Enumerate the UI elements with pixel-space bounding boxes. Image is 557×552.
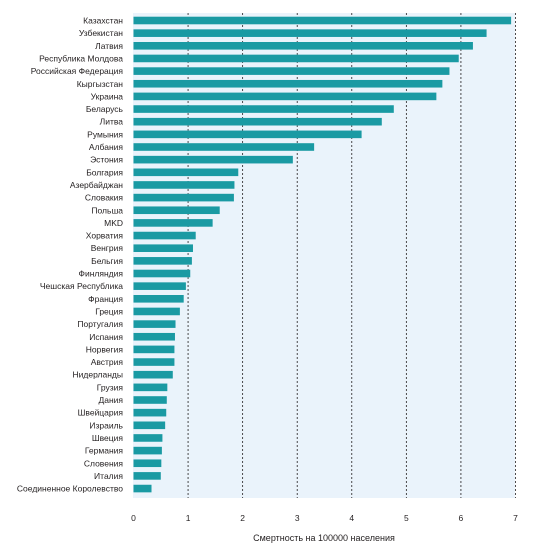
- category-label-29: Грузия: [97, 382, 124, 392]
- bar-23: [133, 307, 180, 316]
- category-labels: Казахстан Узбекистан Латвия Республика Молд…: [17, 16, 124, 494]
- category-label-13: Азербайджан: [70, 180, 123, 190]
- bar-34: [133, 446, 162, 455]
- category-label-14: Словакия: [85, 193, 124, 203]
- bar-12: [133, 168, 239, 177]
- bar-10: [133, 143, 315, 151]
- bar-16: [133, 219, 213, 227]
- bar-9: [133, 130, 362, 139]
- category-label-21: Чешская Республика: [40, 281, 123, 291]
- category-label-17: Хорватия: [86, 231, 124, 241]
- bar-36: [133, 472, 161, 480]
- bar-21: [133, 282, 186, 290]
- bar-6: [133, 92, 437, 101]
- bar-26: [133, 345, 175, 354]
- category-label-20: Финляндия: [79, 269, 124, 279]
- bar-18: [133, 244, 193, 252]
- bar-7: [133, 105, 394, 113]
- x-tick-label-1: 1: [186, 513, 191, 523]
- category-label-7: Беларусь: [86, 104, 124, 114]
- x-axis-title: Смертность на 100000 населения: [253, 533, 395, 543]
- category-label-19: Бельгия: [91, 256, 123, 266]
- bar-31: [133, 408, 167, 417]
- category-label-37: Соединенное Королевство: [17, 484, 123, 494]
- x-tick-label-5: 5: [404, 513, 409, 523]
- bar-35: [133, 459, 162, 468]
- category-label-22: Франция: [88, 294, 123, 304]
- bar-8: [133, 117, 382, 126]
- category-label-3: Республика Молдова: [39, 53, 123, 63]
- x-tick-label-6: 6: [459, 513, 464, 523]
- bar-20: [133, 269, 191, 278]
- bar-28: [133, 370, 173, 379]
- bar-15: [133, 206, 220, 215]
- category-label-5: Кыргызстан: [77, 79, 124, 89]
- bar-33: [133, 434, 163, 442]
- category-label-16: MKD: [104, 218, 123, 228]
- category-label-23: Греция: [95, 306, 123, 316]
- category-label-24: Португалия: [77, 319, 123, 329]
- bar-3: [133, 54, 459, 63]
- bar-2: [133, 42, 473, 50]
- bar-32: [133, 421, 166, 430]
- x-tick-label-4: 4: [349, 513, 354, 523]
- bar-4: [133, 67, 450, 75]
- category-label-30: Дания: [98, 395, 123, 405]
- bar-22: [133, 295, 184, 303]
- bar-24: [133, 320, 176, 328]
- bar-19: [133, 257, 192, 265]
- category-label-0: Казахстан: [83, 16, 123, 26]
- x-tick-label-3: 3: [295, 513, 300, 523]
- category-label-4: Российская Федерация: [31, 66, 124, 76]
- x-tick-label-0: 0: [131, 513, 136, 523]
- bar-1: [133, 29, 487, 37]
- category-label-26: Норвегия: [86, 344, 124, 354]
- x-tick-label-7: 7: [513, 513, 518, 523]
- bar-30: [133, 396, 167, 404]
- category-label-9: Румыния: [87, 129, 123, 139]
- bar-11: [133, 155, 293, 164]
- category-label-8: Литва: [100, 117, 124, 127]
- bars-group: [133, 16, 512, 493]
- bar-27: [133, 358, 175, 366]
- bar-5: [133, 79, 443, 88]
- category-label-2: Латвия: [95, 41, 123, 51]
- category-label-10: Албания: [89, 142, 123, 152]
- category-label-31: Швейцария: [78, 408, 124, 418]
- category-label-25: Испания: [89, 332, 123, 342]
- category-label-33: Швеция: [92, 433, 124, 443]
- bar-29: [133, 383, 168, 392]
- category-label-1: Узбекистан: [79, 28, 123, 38]
- category-label-18: Венгрия: [91, 243, 124, 253]
- category-label-32: Израиль: [89, 420, 123, 430]
- category-label-15: Польша: [91, 205, 123, 215]
- category-label-6: Украина: [91, 91, 124, 101]
- bar-17: [133, 231, 196, 240]
- x-tick-labels: 0 1 2 3 4 5 6 7: [131, 513, 518, 523]
- category-label-28: Нидерланды: [73, 370, 123, 380]
- category-label-11: Эстония: [90, 155, 123, 165]
- category-label-27: Австрия: [91, 357, 124, 367]
- category-label-35: Словения: [84, 458, 124, 468]
- category-label-12: Болгария: [86, 167, 123, 177]
- bar-13: [133, 181, 235, 189]
- bar-37: [133, 484, 152, 493]
- bar-0: [133, 16, 512, 25]
- bar-14: [133, 193, 234, 202]
- category-label-36: Италия: [94, 471, 123, 481]
- x-tick-label-2: 2: [240, 513, 245, 523]
- category-label-34: Германия: [85, 446, 124, 456]
- bar-25: [133, 332, 175, 341]
